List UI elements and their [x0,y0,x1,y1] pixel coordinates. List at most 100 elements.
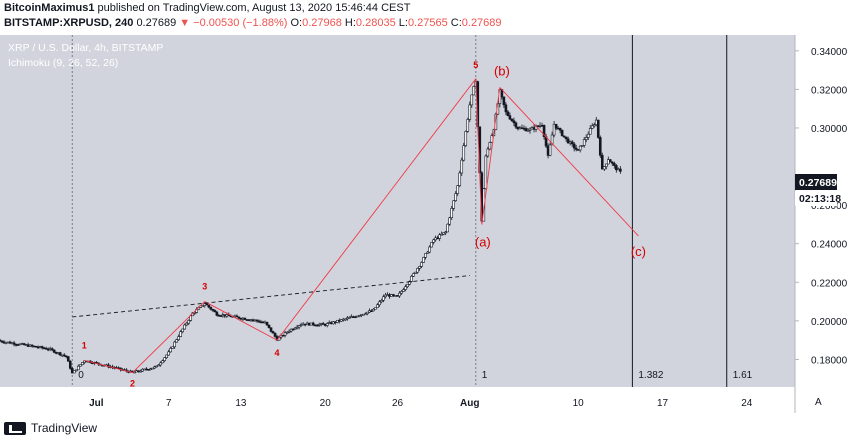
candle-body [14,344,18,346]
candle-body [422,257,425,263]
candle-body [46,348,50,351]
candle-body [207,304,211,308]
y-tick-label: 0.22000 [811,278,848,289]
price-chart[interactable]: 0 1 1.382 1.61 1 2 3 4 5 (a) (b) (c) 0.34000 0.3200… [0,35,850,413]
candle-body [321,323,325,325]
candle-body [313,324,317,327]
candle-body [398,292,401,297]
candle-body [24,344,28,346]
candle-body [528,128,532,131]
fib-label: 0 [78,370,84,381]
countdown-label: 02:13:18 [799,193,841,205]
y-tick-label: 0.30000 [811,124,848,135]
candle-body [376,304,379,309]
candle-body [323,323,327,326]
candle-body [165,354,168,358]
auto-scale-button[interactable]: A [815,397,822,408]
candle-body [70,368,74,374]
candle-body [153,366,156,369]
author-name[interactable]: BitcoinMaximus1 [4,2,95,14]
candle-body [412,273,415,277]
candle-body [16,344,20,346]
wave-segment [132,301,206,373]
candle-body [64,355,68,358]
candle-body [615,165,618,171]
candle-body [368,310,371,313]
candle-body [354,316,357,319]
candle-body [604,163,608,167]
candle-body [414,271,417,274]
candle-body [566,138,570,144]
x-tick-label: Aug [460,398,479,409]
wave-segment [475,78,483,225]
candle-body [341,318,345,321]
candle-body [177,336,180,340]
candle-body [428,246,431,253]
candle-body [384,294,387,298]
candle-body [68,360,72,369]
candle-body [271,331,275,334]
candle-body [58,352,62,356]
tradingview-logo-icon[interactable] [4,421,26,435]
candle-body [283,332,287,336]
candle-body [394,295,397,297]
candle-body [600,155,604,170]
time-axis[interactable] [0,387,795,413]
candle-body [34,345,38,348]
high-label: H: [344,17,356,29]
candle-body [472,86,476,96]
candle-body [167,351,170,356]
candle-body [416,268,419,273]
candle-body [574,147,578,150]
x-tick-label: Jul [89,398,104,409]
price-change: ▼ −0.00530 (−1.88%) [179,17,288,29]
candle-body [169,348,172,353]
candle-body [486,148,490,157]
candle-body [223,314,227,317]
candle-body [619,168,622,172]
candle-body [404,286,407,290]
candle-body [161,360,164,364]
candle-body [388,294,391,297]
candle-body [352,316,355,318]
candle-body [406,284,409,288]
x-tick-label: 7 [166,398,172,409]
candle-body [40,346,44,349]
candle-body [261,321,265,324]
symbol-name: BITSTAMP:XRPUSD, 240 [4,17,134,29]
candle-body [382,296,385,301]
candle-body [0,340,4,343]
candle-body [235,315,239,318]
candle-body [558,128,562,131]
candle-body [205,303,209,306]
candle-body [163,357,166,361]
price-axis[interactable] [795,35,850,413]
candle-body [331,321,335,325]
candle-body [22,343,26,346]
candle-body [617,168,620,171]
candle-body [550,134,554,146]
open-label: O: [290,17,303,29]
candle-body [237,316,241,319]
candle-body [291,328,295,331]
fib-label: 1.382 [638,370,663,381]
brand-label[interactable]: TradingView [31,421,98,435]
candle-body [295,326,299,329]
low-value: 0.27565 [407,17,448,29]
wave-segment [276,78,477,341]
candle-body [396,295,399,297]
candle-body [402,289,405,292]
candle-body [319,323,323,325]
wave-label: 1 [82,340,87,350]
candle-body [241,317,245,320]
candle-body [307,322,311,326]
candle-body [225,314,229,317]
candle-body [66,356,70,362]
candle-body [79,364,82,367]
candle-body [273,332,277,337]
wave-label: 5 [473,60,478,70]
candle-body [36,346,40,349]
candle-body [442,232,445,235]
candle-body [546,145,550,156]
plot-area[interactable] [0,35,795,387]
